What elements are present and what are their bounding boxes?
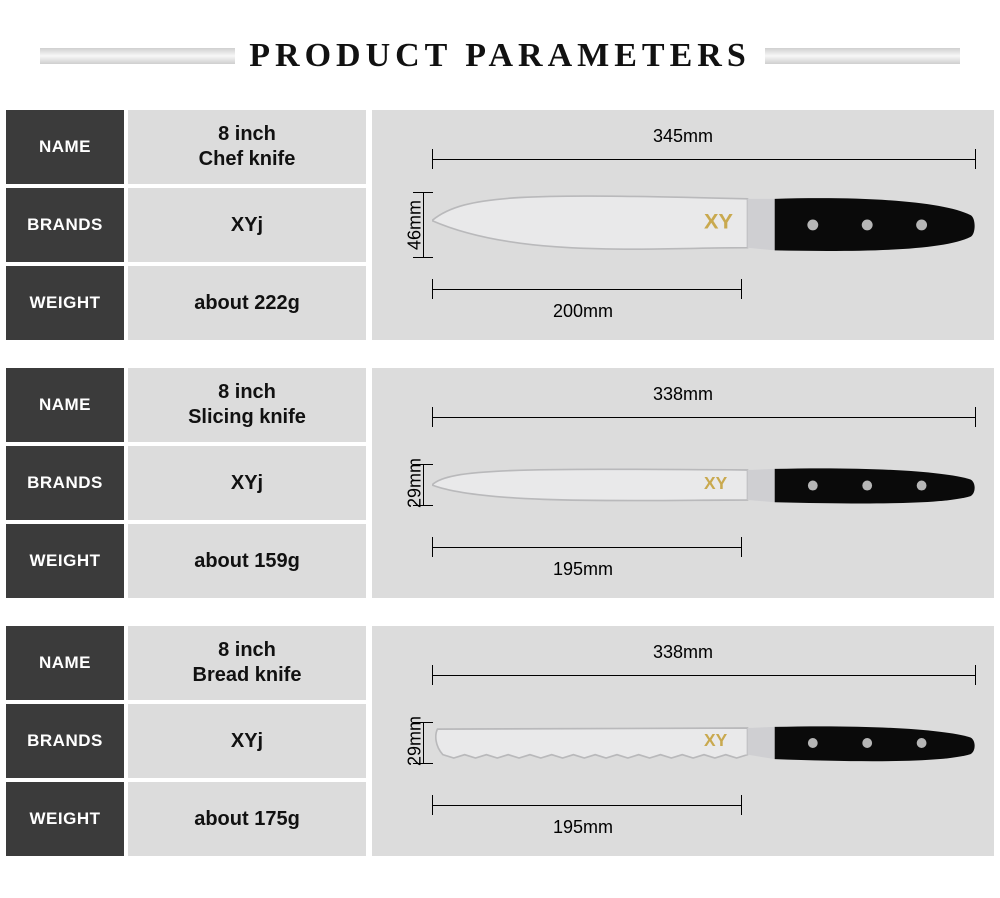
knife-diagram: 338mm 29mm XY 195mm [372,626,994,856]
dim-total-length: 338mm [372,384,994,405]
dim-total-length: 345mm [372,126,994,147]
spec-table: NAME 8 inch Slicing knife BRANDS XYj WEI… [6,368,366,598]
spec-table: NAME 8 inch Chef knife BRANDS XYj WEIGHT… [6,110,366,340]
bracket-left [418,464,428,506]
knife-icon: XY [432,460,976,510]
label-name: NAME [6,110,124,184]
label-name: NAME [6,368,124,442]
label-weight: WEIGHT [6,524,124,598]
dim-blade-length: 200mm [372,301,994,322]
value-weight: about 222g [128,266,366,340]
product-row: NAME 8 inch Chef knife BRANDS XYj WEIGHT… [6,110,994,340]
bracket-bottom [432,800,742,810]
label-weight: WEIGHT [6,782,124,856]
knife-icon: XY [432,718,976,768]
bracket-bottom [432,542,742,552]
label-brands: BRANDS [6,446,124,520]
value-weight: about 175g [128,782,366,856]
product-row: NAME 8 inch Bread knife BRANDS XYj WEIGH… [6,626,994,856]
product-row: NAME 8 inch Slicing knife BRANDS XYj WEI… [6,368,994,598]
label-name: NAME [6,626,124,700]
bracket-left [418,192,428,258]
value-brand: XYj [128,704,366,778]
brand-logo: XY [704,730,727,750]
label-brands: BRANDS [6,188,124,262]
bracket-left [418,722,428,764]
label-weight: WEIGHT [6,266,124,340]
dim-blade-length: 195mm [372,817,994,838]
dim-total-length: 338mm [372,642,994,663]
value-name: 8 inch Bread knife [128,626,366,700]
label-brands: BRANDS [6,704,124,778]
spec-table: NAME 8 inch Bread knife BRANDS XYj WEIGH… [6,626,366,856]
brand-logo: XY [704,473,727,493]
value-weight: about 159g [128,524,366,598]
knife-diagram: 345mm 46mm XY 200mm [372,110,994,340]
page-title: PRODUCT PARAMETERS [235,37,765,75]
brand-logo: XY [704,209,734,234]
dim-blade-length: 195mm [372,559,994,580]
value-brand: XYj [128,188,366,262]
value-brand: XYj [128,446,366,520]
bracket-top [432,412,976,422]
knife-diagram: 338mm 29mm XY 195mm [372,368,994,598]
knife-icon: XY [432,188,976,264]
value-name: 8 inch Chef knife [128,110,366,184]
value-name: 8 inch Slicing knife [128,368,366,442]
bracket-top [432,154,976,164]
header: PRODUCT PARAMETERS [0,26,1000,86]
bracket-top [432,670,976,680]
bracket-bottom [432,284,742,294]
